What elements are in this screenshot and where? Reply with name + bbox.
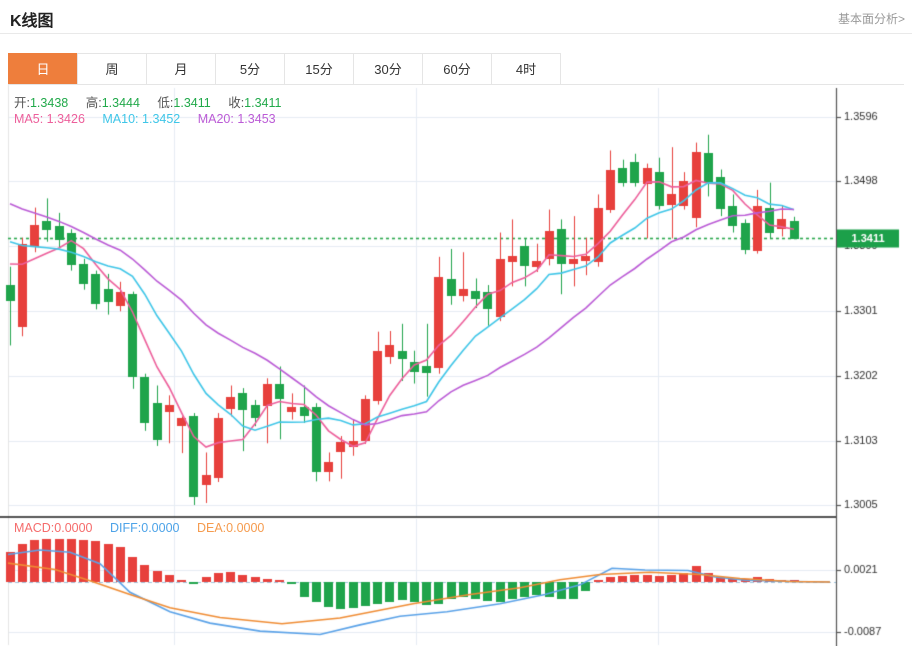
tab-week[interactable]: 周: [77, 53, 147, 85]
low-value: 1.3411: [173, 96, 211, 110]
tab-15min[interactable]: 15分: [284, 53, 354, 85]
close-value: 1.3411: [244, 96, 282, 110]
interval-tabs: 日 周 月 5分 15分 30分 60分 4时: [8, 53, 561, 85]
tab-4hour[interactable]: 4时: [491, 53, 561, 85]
high-label: 高:: [85, 96, 102, 110]
fundamental-analysis-link[interactable]: 基本面分析>: [837, 12, 905, 26]
ma5-label: MA5:: [14, 112, 44, 126]
macd-value: 0.0000: [54, 521, 93, 535]
open-value: 1.3438: [29, 96, 69, 110]
page-title: K线图: [10, 13, 54, 30]
dea-value: 0.0000: [226, 521, 265, 535]
ma10-value: 1.3452: [142, 112, 181, 126]
ma20-label: MA20:: [197, 112, 234, 126]
open-label: 开:: [14, 96, 30, 110]
ma10-label: MA10:: [102, 112, 139, 126]
tab-30min[interactable]: 30分: [353, 53, 423, 85]
macd-label: MACD:: [14, 521, 55, 535]
tab-month[interactable]: 月: [146, 53, 216, 85]
low-label: 低:: [157, 96, 174, 110]
ma-legend: MA5: 1.3426 MA10: 1.3452 MA20: 1.3453: [14, 112, 290, 126]
dea-label: DEA:: [196, 521, 227, 535]
header-divider: [0, 33, 912, 34]
ohlc-legend: 开:1.3438 高:1.3444 低:1.3411 收:1.3411: [14, 92, 295, 111]
ma20-value: 1.3453: [237, 112, 276, 126]
close-label: 收:: [228, 96, 245, 110]
tab-5min[interactable]: 5分: [215, 53, 285, 85]
diff-label: DIFF:: [110, 521, 142, 535]
high-value: 1.3444: [101, 96, 140, 110]
tab-day[interactable]: 日: [8, 53, 78, 85]
macd-legend: MACD:0.0000 DIFF:0.0000 DEA:0.0000: [14, 521, 278, 535]
tab-60min[interactable]: 60分: [422, 53, 492, 85]
ma5-value: 1.3426: [46, 112, 85, 126]
diff-value: 0.0000: [141, 521, 180, 535]
tabs-divider: [8, 84, 904, 85]
